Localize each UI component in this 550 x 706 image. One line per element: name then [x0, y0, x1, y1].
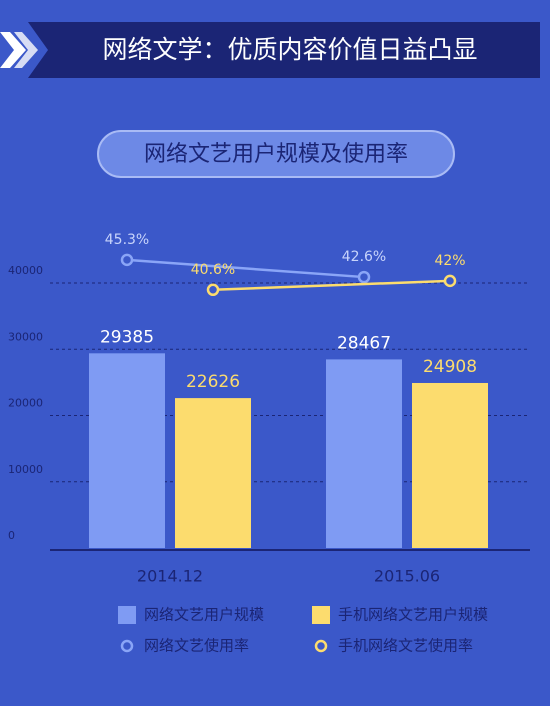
y-tick-label: 0	[8, 529, 15, 542]
legend-label: 网络文艺用户规模	[144, 606, 264, 624]
bar-value-label: 29385	[100, 327, 154, 347]
line-value-label: 45.3%	[105, 232, 149, 248]
bar-value-label: 24908	[423, 357, 477, 377]
y-tick-label: 10000	[8, 463, 43, 476]
y-tick-label: 20000	[8, 397, 43, 410]
line	[126, 258, 365, 279]
line-point	[357, 270, 371, 284]
y-tick-label: 40000	[8, 264, 43, 277]
bar	[326, 359, 402, 548]
chart-title: 网络文学：优质内容价值日益凸显	[102, 35, 477, 64]
line	[212, 279, 451, 292]
subtitle-pill	[97, 130, 455, 178]
chevron	[0, 32, 26, 68]
legend-swatch	[118, 606, 136, 624]
bar	[412, 382, 488, 548]
title-banner	[28, 22, 540, 78]
line-value-label: 42%	[434, 253, 465, 269]
line-value-label: 40.6%	[191, 262, 235, 278]
legend-swatch	[120, 639, 134, 653]
line-point	[443, 274, 457, 288]
line-point	[206, 283, 220, 297]
legend-label: 网络文艺使用率	[144, 637, 249, 655]
bar-value-label: 28467	[337, 333, 391, 353]
legend-swatch	[314, 639, 328, 653]
legend-swatch	[312, 606, 330, 624]
x-tick-label: 2015.06	[374, 567, 440, 586]
chevron	[14, 32, 38, 68]
line-value-label: 42.6%	[342, 249, 386, 265]
chart-subtitle: 网络文艺用户规模及使用率	[144, 142, 408, 167]
legend-label: 手机网络文艺使用率	[338, 637, 473, 655]
line-point	[120, 253, 134, 267]
bar	[175, 398, 251, 548]
legend-label: 手机网络文艺用户规模	[338, 606, 488, 624]
x-tick-label: 2014.12	[137, 567, 203, 586]
y-tick-label: 30000	[8, 330, 43, 343]
bar-value-label: 22626	[186, 372, 240, 392]
bar	[89, 353, 165, 548]
